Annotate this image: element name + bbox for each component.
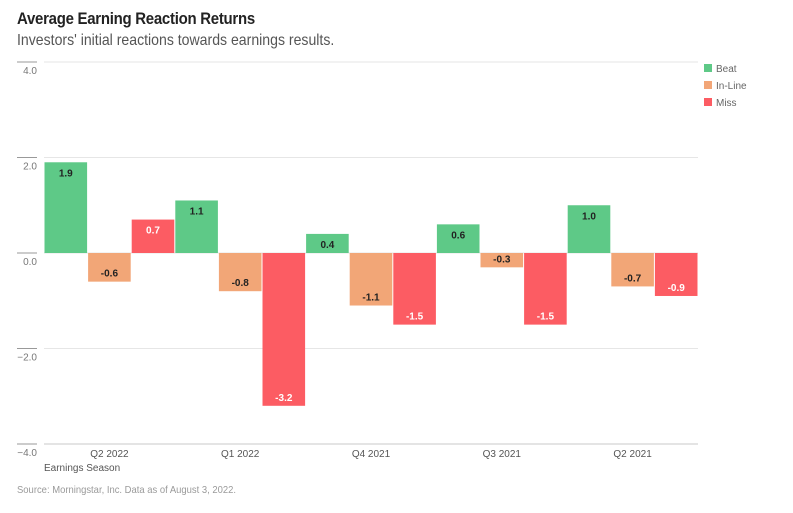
source-note: Source: Morningstar, Inc. Data as of Aug…: [17, 484, 237, 496]
bars: 1.9 -0.6 0.7 1.1 -0.8 -3.2 0.4 -1.1 -1.5 0.6 -0.3 -…: [44, 162, 698, 406]
x-tick-label: Q3 2021: [483, 449, 522, 460]
y-axis: 4.0 2.0 0.0 −2.0 −4.0: [17, 61, 37, 459]
y-tick-label: −2.0: [17, 353, 37, 364]
x-tick-label: Q2 2022: [90, 449, 129, 460]
bar-value-label: -1.1: [362, 293, 380, 304]
bar-in-line: [480, 253, 524, 268]
bar-beat: [44, 162, 88, 253]
bar-value-label: -0.9: [668, 283, 686, 294]
bar-value-label: -3.2: [275, 393, 293, 404]
bar-in-line: [349, 253, 393, 306]
y-tick-label: 0.0: [23, 257, 37, 268]
bar-value-label: -0.8: [232, 278, 250, 289]
y-tick-label: −4.0: [17, 448, 37, 459]
chart-title: Average Earning Reaction Returns: [17, 9, 255, 28]
bar-value-label: 0.7: [146, 226, 160, 237]
bar-miss: [393, 253, 436, 325]
bar-in-line: [218, 253, 262, 292]
bar-in-line: [611, 253, 654, 287]
bar-beat: [175, 200, 218, 253]
y-tick-label: 2.0: [23, 162, 37, 173]
bar-miss: [524, 253, 567, 325]
legend-label: In-Line: [716, 81, 747, 92]
bar-value-label: -0.7: [624, 273, 642, 284]
bar-beat: [306, 233, 349, 253]
x-tick-label: Q2 2021: [613, 449, 652, 460]
bar-value-label: -1.5: [537, 312, 555, 323]
bar-beat: [567, 205, 611, 253]
bar-beat: [436, 224, 480, 253]
legend-swatch: [704, 64, 712, 72]
bar-miss: [654, 253, 698, 296]
bar-value-label: -0.6: [101, 269, 119, 280]
legend-label: Miss: [716, 98, 737, 109]
x-tick-label: Q1 2022: [221, 449, 260, 460]
bar-value-label: -1.5: [406, 312, 424, 323]
x-tick-label: Q4 2021: [352, 449, 391, 460]
bar-value-label: -0.3: [493, 254, 511, 265]
legend-swatch: [704, 98, 712, 106]
chart-subtitle: Investors' initial reactions towards ear…: [17, 32, 335, 49]
legend-label: Beat: [716, 64, 737, 75]
bar-value-label: 1.1: [190, 206, 204, 217]
bar-miss: [131, 219, 175, 253]
bar-in-line: [88, 253, 131, 282]
x-axis: Q2 2022 Q1 2022 Q4 2021 Q3 2021 Q2 2021: [90, 449, 652, 460]
bar-value-label: 0.4: [320, 240, 334, 251]
bar-value-label: 1.0: [582, 211, 596, 222]
legend-swatch: [704, 81, 712, 89]
legend: Beat In-Line Miss: [704, 64, 747, 109]
bar-value-label: 0.6: [451, 230, 465, 241]
bar-value-label: 1.9: [59, 168, 73, 179]
y-tick-label: 4.0: [23, 66, 37, 77]
x-axis-label: Earnings Season: [44, 463, 120, 474]
bar-miss: [262, 253, 306, 406]
